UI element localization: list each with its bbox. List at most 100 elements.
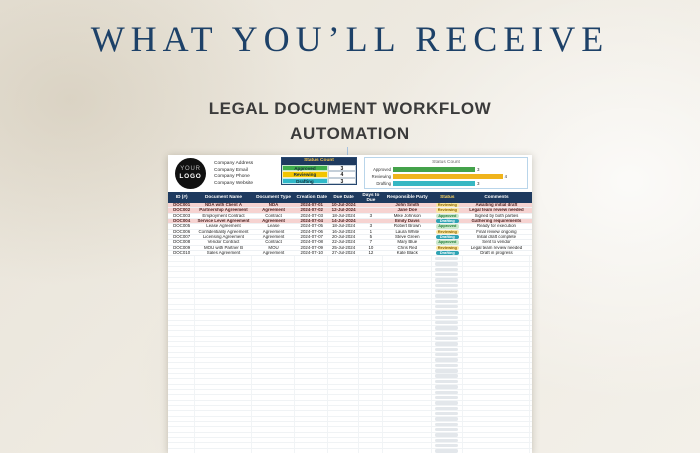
empty-status-placeholder	[435, 427, 459, 432]
empty-status-placeholder	[435, 288, 459, 293]
empty-row	[168, 299, 532, 305]
empty-cell	[195, 438, 252, 443]
status-count-row: Drafting 3	[282, 177, 356, 185]
empty-cell	[463, 416, 531, 422]
empty-cell	[168, 320, 196, 325]
empty-cell	[168, 256, 196, 261]
empty-cell	[168, 293, 196, 299]
empty-row	[168, 395, 532, 401]
empty-cell	[295, 352, 329, 357]
empty-cell	[359, 288, 383, 293]
empty-cell	[463, 304, 531, 309]
table-cell: 18-Jul-2024	[331, 213, 356, 218]
empty-status-placeholder	[435, 369, 459, 373]
empty-cell	[195, 256, 252, 261]
empty-status-placeholder	[435, 422, 459, 426]
empty-cell	[383, 411, 432, 416]
comments-cell: Signed by both parties	[474, 213, 519, 218]
empty-cell	[359, 427, 383, 432]
empty-row	[168, 384, 532, 391]
empty-cell	[168, 352, 196, 357]
status-badge: Drafting	[435, 251, 460, 256]
empty-cell	[328, 357, 360, 363]
empty-cell	[359, 272, 383, 277]
table-cell: Lease Agreement	[206, 224, 241, 229]
empty-cell	[295, 400, 329, 406]
empty-cell	[359, 368, 383, 373]
table-row: DOC002 Partnership Agreement Agreement 2024…	[168, 208, 532, 214]
table-cell: Contract	[265, 240, 282, 245]
empty-status-placeholder	[435, 315, 459, 320]
empty-status-placeholder	[435, 438, 459, 442]
comments-cell: Gathering requirements	[471, 219, 522, 223]
empty-status-placeholder	[435, 385, 459, 389]
company-info-line: Company Email	[214, 167, 248, 173]
empty-row	[168, 309, 532, 316]
empty-cell	[295, 299, 329, 304]
chart-category-label: Reviewing	[371, 174, 391, 179]
table-cell: 2024-07-06	[300, 229, 323, 234]
empty-cell	[432, 363, 463, 368]
empty-status-placeholder	[435, 379, 459, 384]
empty-cell	[252, 406, 296, 411]
empty-status-placeholder	[435, 374, 459, 378]
empty-row	[168, 336, 532, 342]
empty-cell	[195, 288, 252, 293]
empty-cell	[168, 341, 196, 347]
empty-cell	[432, 267, 463, 272]
empty-cell	[432, 320, 463, 325]
table-body: DOC001 NDA with Client A NDA 2024-07-01 10-J…	[168, 202, 532, 257]
empty-cell	[432, 390, 463, 395]
empty-cell	[168, 374, 196, 379]
empty-cell	[328, 443, 360, 448]
status-count-label: Drafting	[282, 177, 328, 185]
empty-cell	[432, 288, 463, 293]
empty-row	[168, 379, 532, 385]
empty-cell	[359, 400, 383, 406]
empty-cell	[432, 368, 463, 373]
column-header: Due Date	[333, 194, 354, 200]
comments-cell: Sent to vendor	[482, 240, 511, 245]
chart-bar-row: Approved 3	[369, 166, 519, 173]
table-cell: Emily Davis	[394, 219, 420, 223]
table-cell: Licensing Agreement	[202, 235, 244, 240]
table-cell: Agreement	[262, 251, 285, 256]
empty-cell	[328, 336, 360, 341]
empty-cell	[359, 395, 383, 400]
empty-cell	[463, 384, 531, 390]
chart-value-label: 3	[477, 181, 480, 186]
sheet-header: YOUR LOGO Company Address Company Email Co…	[168, 155, 532, 192]
empty-cell	[328, 384, 360, 390]
empty-cell	[463, 277, 531, 283]
empty-cell	[383, 357, 432, 363]
empty-cell	[463, 283, 531, 288]
empty-cell	[383, 390, 432, 395]
empty-status-placeholder	[435, 406, 459, 410]
empty-cell	[168, 395, 196, 400]
table-cell: 2024-07-08	[300, 240, 323, 245]
empty-cell	[359, 320, 383, 325]
empty-cell	[432, 427, 463, 432]
company-info-block: Company Address Company Email Company Phon…	[214, 161, 253, 187]
empty-cell	[463, 363, 531, 368]
empty-cell	[383, 325, 432, 331]
table-row: DOC009 MOU with Partner B MOU 2024-07-09 25-…	[168, 245, 532, 252]
empty-cell	[168, 299, 196, 304]
empty-cell	[328, 379, 360, 384]
table-cell: DOC002	[173, 208, 191, 213]
company-logo: YOUR LOGO	[175, 158, 206, 189]
empty-cell	[252, 261, 296, 267]
empty-status-placeholder	[435, 390, 459, 394]
empty-cell	[328, 341, 360, 347]
empty-cell	[463, 352, 531, 357]
status-cell: Drafting	[432, 235, 463, 240]
empty-cell	[463, 390, 531, 395]
empty-row	[168, 293, 532, 300]
table-cell: DOC006	[173, 229, 191, 234]
empty-cell	[168, 283, 196, 288]
empty-cell	[359, 357, 383, 363]
empty-cell	[463, 347, 531, 352]
chart-value-label: 3	[477, 167, 480, 172]
table-cell: MOU	[268, 245, 279, 250]
empty-cell	[383, 374, 432, 379]
